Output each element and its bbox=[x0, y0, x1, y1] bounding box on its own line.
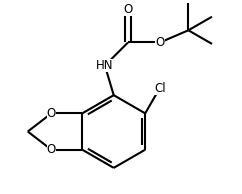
Text: O: O bbox=[123, 3, 133, 16]
Text: HN: HN bbox=[96, 59, 113, 72]
Text: Cl: Cl bbox=[154, 82, 166, 95]
Text: O: O bbox=[47, 143, 56, 156]
Text: O: O bbox=[155, 36, 165, 49]
Text: O: O bbox=[47, 107, 56, 120]
